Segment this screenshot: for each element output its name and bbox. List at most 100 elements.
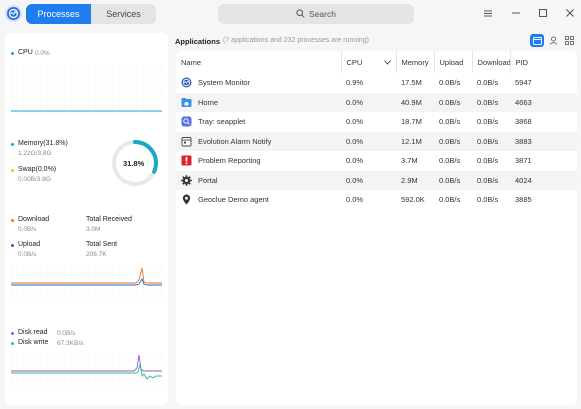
search-input[interactable]: Search	[218, 4, 414, 24]
process-pid: 4024	[510, 170, 577, 190]
process-name: Geoclue Demo agent	[198, 195, 269, 205]
process-memory: 12.1M	[396, 131, 434, 151]
process-memory: 40.9M	[396, 92, 434, 112]
cpu-usage-graph	[11, 64, 162, 114]
process-pid: 5947	[515, 78, 532, 88]
search-icon	[296, 8, 305, 20]
total-received-label: Total Received	[86, 216, 132, 223]
process-download: 0.0B/s	[472, 131, 510, 151]
column-header-cpu-label: CPU	[346, 57, 363, 67]
process-cpu: 0.0%	[346, 117, 364, 127]
column-header-download[interactable]: Download	[472, 51, 511, 73]
process-upload: 0.0B/s	[439, 78, 461, 88]
process-pid: 3871	[515, 156, 532, 166]
location-pin-icon	[181, 194, 192, 205]
main-panel: Applications (7 applications and 232 pro…	[174, 33, 577, 405]
system-monitor-icon	[181, 77, 192, 88]
swap-label: Swap(0.0%)	[18, 166, 57, 173]
process-download: 0.0B/s	[477, 195, 499, 205]
process-pid: 3883	[510, 131, 577, 151]
process-download: 0.0B/s	[472, 170, 510, 190]
gear-icon	[181, 175, 192, 186]
app-window-icon	[532, 32, 542, 50]
process-cpu: 0.0%	[346, 156, 364, 166]
process-upload: 0.0B/s	[439, 195, 461, 205]
process-memory: 2.9M	[396, 170, 434, 190]
tab-services[interactable]: Services	[106, 9, 141, 19]
cpu-label: CPU	[18, 49, 33, 56]
process-cpu: 0.0%	[341, 92, 396, 112]
total-received-value: 3.0M	[86, 226, 101, 233]
process-memory: 17.5M	[401, 78, 422, 88]
process-download: 0.0B/s	[477, 117, 499, 127]
table-row[interactable]: Portal 0.0% 2.9M 0.0B/s 0.0B/s 4024	[176, 170, 577, 190]
process-download: 0.0B/s	[477, 156, 499, 166]
disk-write-value: 67.3KB/s	[57, 339, 84, 347]
column-header-memory[interactable]: Memory	[396, 51, 435, 73]
memory-legend-dot	[11, 143, 14, 146]
swap-value: 0.00B/3.8G	[18, 176, 51, 183]
download-label: Download	[18, 216, 50, 223]
process-memory: 18.7M	[401, 117, 422, 127]
column-header-cpu[interactable]: CPU	[341, 51, 397, 73]
minimize-button[interactable]	[509, 7, 523, 21]
upload-legend-dot	[11, 244, 14, 247]
applications-header: Applications (7 applications and 232 pro…	[174, 33, 577, 49]
disk-read-label: Disk read	[18, 329, 48, 336]
alarm-notify-icon	[181, 136, 192, 147]
process-upload: 0.0B/s	[434, 92, 472, 112]
process-table: Name CPU Memory Upload Download PID	[176, 51, 577, 210]
title-bar: Processes Services Search	[0, 0, 581, 30]
table-row[interactable]: Tray: seapplet 0.0% 18.7M 0.0B/s 0.0B/s …	[176, 112, 577, 132]
my-processes-view-button[interactable]	[546, 34, 560, 47]
process-pid: 3885	[515, 195, 532, 205]
process-upload: 0.0B/s	[434, 170, 472, 190]
disk-read-legend-dot	[11, 332, 14, 335]
disk-write-label: Disk write	[18, 339, 49, 346]
process-download: 0.0B/s	[477, 78, 499, 88]
cpu-value: 0.0%	[35, 49, 50, 57]
maximize-button[interactable]	[536, 7, 550, 21]
process-cpu: 0.9%	[346, 78, 364, 88]
upload-label: Upload	[18, 241, 41, 248]
close-icon	[566, 8, 574, 20]
resource-sidebar: CPU 0.0% Memory(31.8%) 1.22G/3.8G Swap(0…	[5, 33, 168, 405]
user-icon	[549, 32, 558, 50]
process-upload: 0.0B/s	[439, 117, 461, 127]
upload-value: 0.0B/s	[18, 251, 37, 258]
table-row[interactable]: Geoclue Demo agent 0.0% 592.0K 0.0B/s 0.…	[176, 190, 577, 210]
process-name: Problem Reporting	[198, 156, 261, 166]
process-cpu: 0.0%	[341, 131, 396, 151]
column-header-pid[interactable]: PID	[515, 57, 529, 67]
column-header-upload[interactable]: Upload	[434, 51, 473, 73]
process-upload: 0.0B/s	[434, 131, 472, 151]
menu-button[interactable]	[481, 7, 495, 21]
close-button[interactable]	[563, 7, 577, 21]
process-cpu: 0.0%	[346, 195, 364, 205]
process-upload: 0.0B/s	[439, 156, 461, 166]
process-cpu: 0.0%	[341, 170, 396, 190]
process-name: Home	[198, 97, 219, 107]
applications-subtitle: (7 applications and 232 processes are ru…	[223, 37, 369, 44]
table-row[interactable]: Home 0.0% 40.9M 0.0B/s 0.0B/s 4663	[176, 92, 577, 112]
table-row[interactable]: Problem Reporting 0.0% 3.7M 0.0B/s 0.0B/…	[176, 151, 577, 171]
sort-descending-icon	[383, 58, 391, 67]
problem-reporting-icon	[181, 155, 192, 166]
hamburger-icon	[484, 9, 492, 20]
memory-gauge	[112, 140, 158, 186]
applications-view-button[interactable]	[530, 34, 544, 47]
home-folder-icon	[181, 97, 192, 108]
app-logo-icon[interactable]	[5, 5, 22, 22]
download-value: 0.0B/s	[18, 226, 37, 233]
table-row[interactable]: System Monitor 0.9% 17.5M 0.0B/s 0.0B/s …	[176, 73, 577, 93]
all-processes-view-button[interactable]	[562, 34, 576, 47]
disk-usage-graph	[11, 352, 162, 388]
process-name: Evolution Alarm Notify	[198, 136, 272, 146]
column-header-name[interactable]: Name	[176, 51, 342, 73]
table-row[interactable]: Evolution Alarm Notify 0.0% 12.1M 0.0B/s…	[176, 131, 577, 151]
process-pid: 4663	[510, 92, 577, 112]
tab-processes[interactable]: Processes	[26, 4, 91, 24]
network-usage-graph	[11, 264, 162, 300]
minimize-icon	[512, 9, 520, 20]
disk-write-legend-dot	[11, 342, 14, 345]
